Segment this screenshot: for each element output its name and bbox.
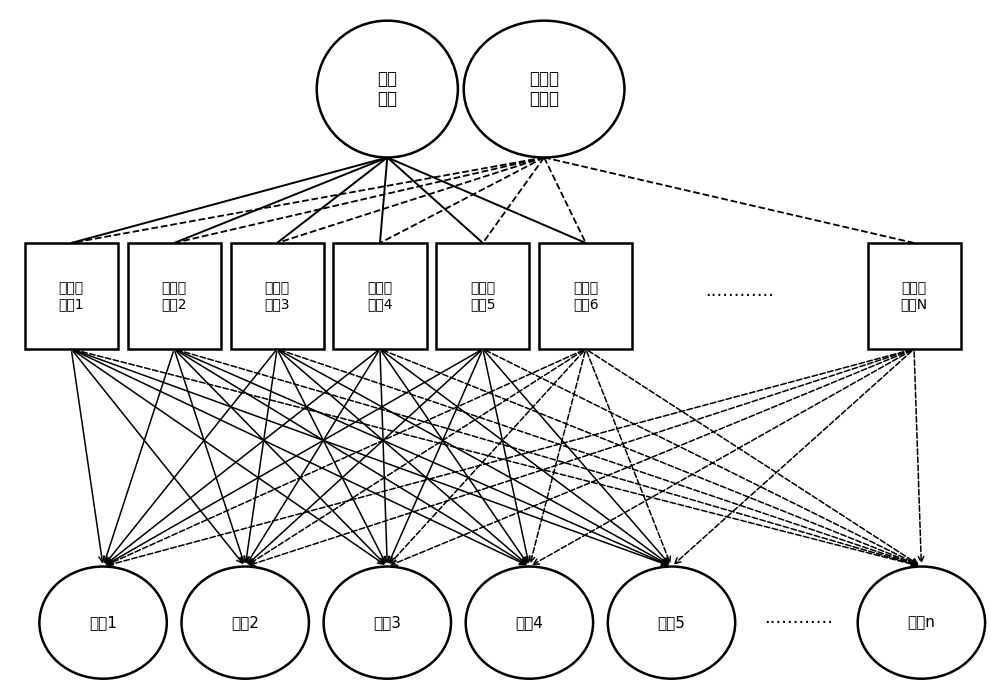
Ellipse shape [317, 21, 458, 158]
Ellipse shape [464, 21, 624, 158]
Text: 链路3: 链路3 [373, 615, 401, 630]
Bar [333, 243, 427, 349]
Text: 链路1: 链路1 [89, 615, 117, 630]
Bar [128, 243, 221, 349]
Text: 接入服
务器N: 接入服 务器N [900, 281, 928, 311]
Text: ············: ············ [706, 287, 775, 304]
Bar [868, 243, 961, 349]
Ellipse shape [858, 567, 985, 678]
Text: 控制
节点: 控制 节点 [377, 70, 397, 108]
Ellipse shape [324, 567, 451, 678]
Text: 接入服
务器3: 接入服 务器3 [264, 281, 290, 311]
Text: 链路5: 链路5 [658, 615, 685, 630]
Bar [539, 243, 632, 349]
Bar [25, 243, 118, 349]
Text: 接入服
务器5: 接入服 务器5 [470, 281, 496, 311]
Text: ············: ············ [764, 614, 833, 632]
Bar [230, 243, 324, 349]
Text: 接入服
务器4: 接入服 务器4 [367, 281, 393, 311]
Ellipse shape [39, 567, 167, 678]
Ellipse shape [182, 567, 309, 678]
Ellipse shape [608, 567, 735, 678]
Text: 链路2: 链路2 [231, 615, 259, 630]
Text: 链路n: 链路n [907, 615, 935, 630]
Text: 接入服
务器6: 接入服 务器6 [573, 281, 599, 311]
Bar [436, 243, 529, 349]
Text: 冗余控
制节点: 冗余控 制节点 [529, 70, 559, 108]
Text: 接入服
务器2: 接入服 务器2 [161, 281, 187, 311]
Text: 链路4: 链路4 [515, 615, 543, 630]
Text: 接入服
务器1: 接入服 务器1 [58, 281, 84, 311]
Ellipse shape [466, 567, 593, 678]
